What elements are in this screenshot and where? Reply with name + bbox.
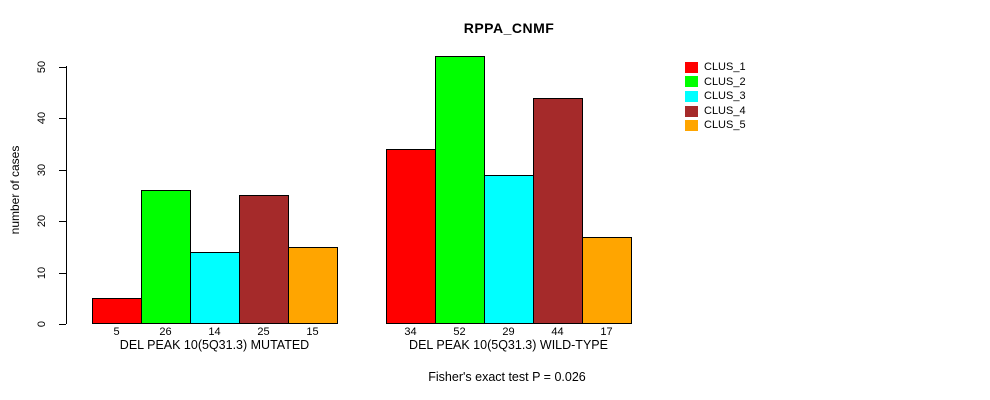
legend-label: CLUS_1	[704, 61, 746, 73]
y-axis-label: number of cases	[8, 145, 22, 235]
chart-title: RPPA_CNMF	[463, 20, 555, 36]
legend-row-clus_3: CLUS_3	[685, 89, 746, 104]
bar-clus_1	[386, 149, 436, 324]
bar-value-label: 29	[502, 326, 515, 338]
y-tick-mark	[59, 324, 66, 325]
bar-value-label: 44	[551, 326, 564, 338]
y-tick-mark	[59, 118, 66, 120]
legend-row-clus_4: CLUS_4	[685, 104, 746, 119]
legend-swatch-clus_5	[685, 120, 698, 132]
y-tick-label: 50	[36, 60, 48, 73]
legend-swatch-clus_3	[685, 90, 698, 102]
bar-clus_4	[533, 98, 583, 324]
legend-row-clus_1: CLUS_1	[685, 60, 746, 75]
bar-clus_5	[288, 247, 338, 324]
y-tick-label: 40	[36, 112, 48, 125]
y-axis-line	[66, 66, 67, 324]
legend-swatch-clus_2	[685, 76, 698, 88]
legend-swatch-clus_1	[685, 61, 698, 73]
legend-label: CLUS_3	[704, 90, 746, 103]
bar-clus_5	[582, 237, 632, 324]
y-tick-label: 20	[36, 214, 48, 228]
bar-value-label: 34	[404, 326, 417, 338]
bar-value-label: 25	[257, 326, 270, 338]
bar-clus_4	[239, 195, 289, 324]
bar-clus_3	[190, 252, 240, 324]
y-tick-mark	[59, 221, 66, 223]
y-tick-mark	[59, 169, 66, 171]
bar-clus_3	[484, 175, 534, 324]
bar-clus_1	[92, 298, 142, 324]
legend-swatch-clus_4	[685, 105, 698, 117]
bar-value-label: 52	[453, 326, 466, 338]
y-tick-label: 0	[36, 320, 48, 328]
bar-clus_2	[435, 56, 485, 324]
y-tick-label: 30	[36, 163, 48, 176]
y-tick-label: 10	[36, 266, 48, 279]
y-tick-mark	[59, 66, 66, 68]
legend-label: CLUS_5	[704, 119, 746, 132]
legend-label: CLUS_4	[704, 104, 746, 117]
y-tick-mark	[59, 272, 66, 274]
group-label: DEL PEAK 10(5Q31.3) WILD-TYPE	[409, 338, 608, 352]
bar-clus_2	[141, 190, 191, 324]
legend-row-clus_5: CLUS_5	[685, 118, 746, 133]
legend-row-clus_2: CLUS_2	[685, 75, 746, 90]
group-label: DEL PEAK 10(5Q31.3) MUTATED	[119, 338, 310, 352]
legend-label: CLUS_2	[704, 75, 746, 88]
bar-value-label: 14	[208, 326, 221, 338]
bar-value-label: 15	[306, 326, 319, 338]
fisher-test-footnote: Fisher's exact test P = 0.026	[428, 370, 586, 384]
bar-value-label: 17	[600, 326, 613, 338]
bar-value-label: 5	[113, 326, 120, 338]
legend: CLUS_1 CLUS_2 CLUS_3 CLUS_4 CLUS_5	[685, 60, 746, 133]
bar-value-label: 26	[159, 326, 172, 338]
